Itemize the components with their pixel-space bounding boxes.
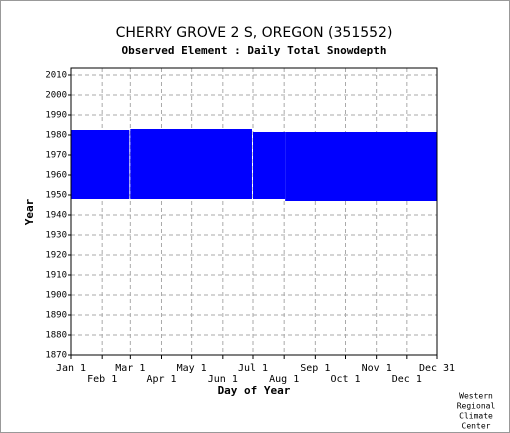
y-tick-label: 1880 [45, 331, 67, 341]
x-tick-label: Aug 1 [269, 374, 299, 385]
y-tick-label: 1910 [45, 271, 67, 281]
x-tick-label: Jun 1 [208, 374, 238, 385]
x-tick-label: Apr 1 [146, 374, 176, 385]
coverage-block [71, 130, 130, 199]
y-tick-label: 1890 [45, 311, 67, 321]
x-tick-label: Jan 1 [56, 363, 86, 374]
x-tick-label: Dec 1 [392, 374, 422, 385]
x-tick-label: May 1 [177, 363, 207, 374]
x-tick-label: Mar 1 [115, 363, 145, 374]
coverage-block [252, 132, 286, 199]
credit: Climate [459, 412, 493, 421]
chart-subtitle: Observed Element : Daily Total Snowdepth [122, 44, 387, 57]
y-tick-label: 1930 [45, 231, 67, 241]
chart-title: CHERRY GROVE 2 S, OREGON (351552) [116, 25, 393, 41]
y-tick-label: 1970 [45, 151, 67, 161]
x-axis-label: Day of Year [218, 384, 291, 397]
coverage-block [285, 132, 437, 201]
y-tick-label: 1870 [45, 351, 67, 361]
plot-border [70, 67, 438, 356]
y-tick-label: 1940 [45, 211, 67, 221]
y-tick-label: 1920 [45, 251, 67, 261]
x-tick-label: Dec 31 [419, 363, 455, 374]
coverage-block [130, 129, 252, 199]
y-tick-label: 1950 [45, 191, 67, 201]
y-tick-label: 2010 [45, 71, 67, 81]
x-tick-label: Jul 1 [238, 363, 268, 374]
plot-area [71, 68, 437, 355]
x-tick-label: Feb 1 [87, 374, 117, 385]
x-tick-label: Sep 1 [300, 363, 330, 374]
credit: Regional [457, 402, 496, 411]
y-tick-label: 1960 [45, 171, 67, 181]
y-tick-label: 2000 [45, 91, 67, 101]
x-tick-label: Nov 1 [362, 363, 392, 374]
y-axis-label: Year [23, 198, 36, 225]
credit: Center [462, 422, 491, 431]
credit: Western [459, 392, 493, 401]
y-tick-label: 1900 [45, 291, 67, 301]
x-tick-label: Oct 1 [330, 374, 360, 385]
y-tick-label: 1980 [45, 131, 67, 141]
y-tick-label: 1990 [45, 111, 67, 121]
